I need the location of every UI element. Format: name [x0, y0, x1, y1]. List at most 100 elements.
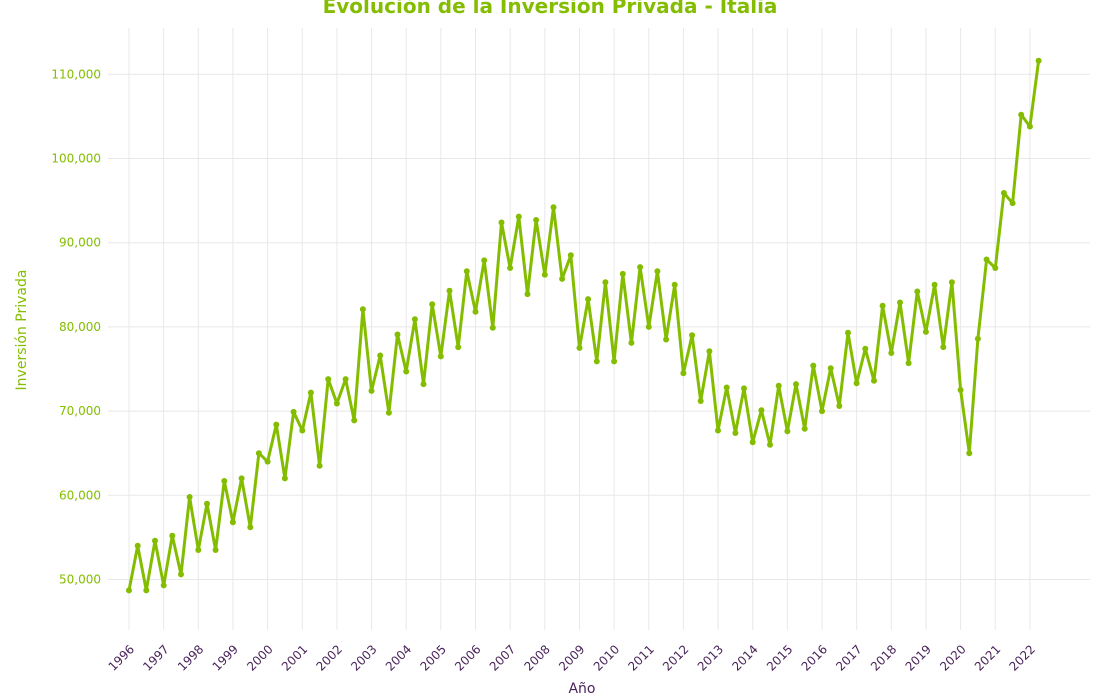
data-point	[342, 376, 349, 383]
data-point	[515, 213, 522, 220]
data-point	[255, 450, 262, 457]
x-tick-label: 2020	[937, 642, 968, 673]
data-point	[845, 329, 851, 336]
data-point	[368, 387, 375, 394]
data-point	[524, 291, 531, 298]
x-tick-label: 2003	[348, 642, 379, 673]
x-tick-label: 1996	[106, 642, 137, 673]
data-point	[212, 547, 219, 553]
x-tick-label: 2007	[487, 642, 518, 673]
data-point	[186, 494, 193, 500]
data-point	[749, 439, 756, 446]
data-point	[247, 524, 254, 531]
data-point	[585, 296, 592, 303]
data-point	[204, 500, 210, 507]
series-line	[127, 59, 1041, 592]
data-point	[325, 376, 332, 383]
data-point	[948, 279, 955, 286]
data-point	[983, 256, 990, 263]
data-point	[463, 268, 470, 275]
data-point	[420, 381, 427, 388]
x-axis-label: Año	[568, 681, 595, 697]
grid-lines	[108, 28, 1090, 630]
data-point	[437, 353, 444, 360]
data-point	[403, 368, 410, 375]
data-point	[931, 281, 938, 288]
chart-title: Evolución de la Inversión Privada - Ital…	[323, 0, 778, 18]
data-point	[862, 345, 869, 352]
x-axis-ticks: 1996 1997 1998 1999 2000 2001 2002 2003 2004 2005…	[106, 642, 1038, 673]
data-point	[359, 306, 366, 313]
x-tick-label: 2004	[383, 642, 414, 673]
data-point	[801, 425, 808, 432]
data-point	[671, 281, 678, 288]
data-point	[992, 265, 999, 271]
x-tick-label: 2010	[591, 642, 622, 673]
y-tick-label: 110,000	[51, 67, 101, 81]
data-point	[957, 387, 964, 393]
data-point	[1000, 190, 1007, 196]
data-point	[229, 519, 236, 526]
data-point	[1009, 200, 1016, 207]
data-point	[169, 532, 176, 539]
x-tick-label: 2005	[417, 642, 448, 673]
data-point	[888, 350, 895, 356]
data-point	[966, 450, 973, 457]
y-tick-label: 70,000	[59, 404, 101, 418]
data-point	[723, 384, 730, 391]
x-tick-label: 2015	[764, 642, 795, 673]
x-tick-label: 2019	[903, 642, 934, 673]
data-point	[732, 430, 739, 436]
y-tick-label: 60,000	[59, 488, 101, 502]
data-point	[472, 308, 479, 315]
data-point	[1026, 123, 1033, 130]
data-point	[429, 301, 436, 308]
data-point	[775, 382, 782, 389]
data-point	[333, 400, 340, 407]
x-tick-label: 2016	[799, 642, 830, 673]
data-point	[281, 475, 288, 482]
y-axis-label: Inversión Privada	[14, 270, 30, 391]
data-point	[819, 408, 825, 415]
data-point	[680, 370, 687, 377]
data-point	[178, 571, 184, 578]
data-point	[446, 287, 453, 294]
data-point	[602, 279, 609, 286]
data-point	[611, 358, 618, 365]
x-tick-label: 1998	[175, 642, 206, 673]
data-point	[307, 389, 314, 396]
x-tick-label: 2017	[833, 642, 864, 673]
data-point	[481, 257, 488, 264]
data-point	[689, 332, 696, 339]
x-tick-label: 2013	[695, 642, 726, 673]
x-tick-label: 2001	[279, 642, 310, 673]
data-point	[914, 288, 921, 295]
data-point	[489, 324, 496, 331]
data-point	[758, 407, 765, 414]
data-point	[1035, 57, 1042, 64]
data-point	[498, 219, 505, 226]
data-point	[706, 348, 713, 355]
x-tick-label: 1997	[140, 642, 171, 673]
x-tick-label: 2009	[556, 642, 587, 673]
x-tick-label: 2011	[625, 642, 656, 673]
x-tick-label: 2014	[729, 642, 760, 673]
data-point	[385, 409, 392, 416]
data-point	[715, 427, 721, 434]
data-point	[637, 264, 644, 271]
data-point	[871, 377, 877, 384]
y-tick-label: 80,000	[59, 320, 101, 334]
data-point	[394, 331, 401, 338]
x-tick-label: 2008	[521, 642, 552, 673]
data-point	[273, 421, 280, 428]
data-point	[1018, 111, 1025, 118]
data-point	[559, 275, 566, 282]
data-point	[411, 316, 418, 323]
data-point	[195, 547, 202, 553]
data-point	[697, 398, 704, 404]
data-point	[541, 271, 548, 278]
data-point	[827, 365, 834, 372]
data-point	[290, 408, 297, 415]
x-tick-label: 2002	[314, 642, 345, 673]
